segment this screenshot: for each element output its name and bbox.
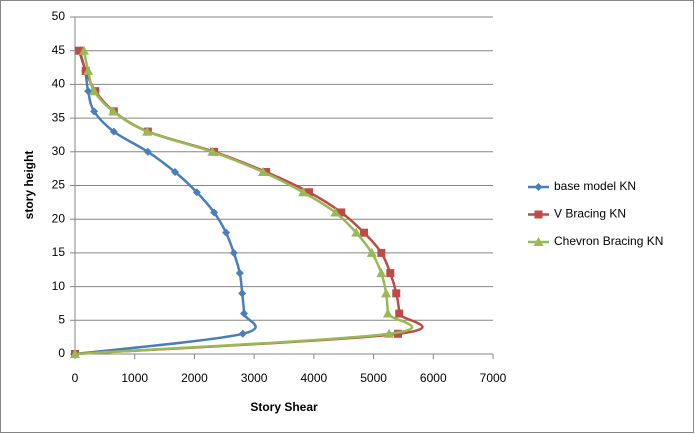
x-axis-title: Story Shear	[250, 400, 318, 414]
y-tick-label: 50	[52, 9, 66, 23]
data-point	[351, 227, 362, 237]
x-tick-label: 0	[72, 371, 79, 385]
data-point	[171, 168, 180, 177]
legend-label: V Bracing KN	[554, 207, 626, 221]
data-point	[330, 207, 341, 217]
data-point	[84, 87, 93, 96]
data-point	[386, 269, 395, 278]
data-point	[108, 106, 119, 116]
y-tick-label: 15	[52, 245, 66, 259]
data-point	[109, 127, 118, 136]
data-point	[142, 126, 153, 136]
legend-marker	[534, 210, 543, 219]
data-point	[384, 328, 395, 338]
data-point	[222, 228, 231, 237]
data-point	[258, 167, 269, 177]
data-point	[381, 288, 392, 298]
y-tick-label: 30	[52, 144, 66, 158]
data-point	[360, 228, 369, 237]
data-point	[366, 247, 377, 257]
data-point	[78, 45, 89, 55]
y-tick-label: 45	[52, 43, 66, 57]
x-tick-label: 4000	[301, 371, 328, 385]
y-tick-label: 25	[52, 178, 66, 192]
data-point	[298, 187, 309, 197]
data-point	[89, 86, 100, 96]
data-point	[382, 308, 393, 318]
y-axis-title: story height	[22, 151, 36, 220]
y-tick-label: 20	[52, 211, 66, 225]
data-point	[376, 268, 387, 278]
data-point	[192, 188, 201, 197]
data-point	[83, 65, 94, 75]
data-point	[238, 289, 247, 298]
x-tick-label: 5000	[360, 371, 387, 385]
data-point	[239, 309, 248, 318]
data-point	[229, 248, 238, 257]
y-tick-label: 0	[58, 346, 65, 360]
legend-label: Chevron Bracing KN	[554, 234, 663, 248]
data-point	[235, 269, 244, 278]
data-point	[207, 146, 218, 156]
x-tick-label: 1000	[121, 371, 148, 385]
y-tick-label: 40	[52, 77, 66, 91]
x-tick-label: 2000	[181, 371, 208, 385]
data-point	[90, 107, 99, 116]
y-tick-label: 35	[52, 110, 66, 124]
y-tick-label: 5	[58, 312, 65, 326]
legend-label: base model KN	[554, 179, 636, 193]
x-tick-label: 3000	[241, 371, 268, 385]
legend-marker	[534, 183, 543, 191]
data-point	[143, 147, 152, 156]
data-point	[70, 349, 80, 358]
x-tick-label: 7000	[480, 371, 507, 385]
legend-marker	[533, 237, 544, 246]
data-point	[392, 289, 401, 298]
data-point	[377, 248, 386, 257]
data-point	[395, 309, 404, 318]
data-point	[238, 329, 247, 338]
y-tick-label: 10	[52, 279, 66, 293]
data-point	[210, 208, 219, 217]
x-tick-label: 6000	[420, 371, 447, 385]
